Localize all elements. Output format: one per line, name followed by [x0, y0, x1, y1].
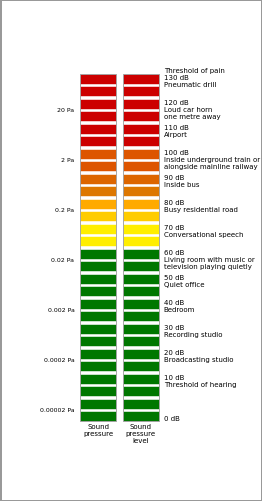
- Bar: [80, 411, 116, 421]
- Text: 80 dB
Busy residential road: 80 dB Busy residential road: [164, 199, 238, 212]
- Bar: [123, 324, 159, 334]
- Bar: [123, 87, 159, 96]
- Bar: [80, 87, 116, 96]
- Bar: [123, 349, 159, 359]
- Text: 0.0002 Pa: 0.0002 Pa: [44, 358, 74, 363]
- Bar: [80, 275, 116, 285]
- Bar: [80, 136, 116, 146]
- Bar: [80, 361, 116, 371]
- Bar: [80, 374, 116, 384]
- Bar: [80, 111, 116, 121]
- Text: 110 dB
Airport: 110 dB Airport: [164, 125, 189, 138]
- Bar: [123, 311, 159, 321]
- Bar: [80, 399, 116, 409]
- Bar: [123, 236, 159, 246]
- Text: 30 dB
Recording studio: 30 dB Recording studio: [164, 324, 222, 337]
- Bar: [123, 100, 159, 110]
- Bar: [123, 386, 159, 396]
- Bar: [80, 349, 116, 359]
- Text: 10 dB
Threshold of hearing: 10 dB Threshold of hearing: [164, 374, 236, 387]
- Bar: [80, 161, 116, 171]
- Text: 70 dB
Conversational speech: 70 dB Conversational speech: [164, 224, 243, 237]
- Text: 0.002 Pa: 0.002 Pa: [47, 308, 74, 313]
- Bar: [80, 75, 116, 85]
- Bar: [80, 336, 116, 346]
- Text: 2 Pa: 2 Pa: [61, 158, 74, 163]
- Bar: [123, 111, 159, 121]
- Bar: [123, 300, 159, 309]
- Bar: [123, 136, 159, 146]
- Bar: [80, 249, 116, 260]
- Bar: [123, 249, 159, 260]
- Text: 20 Pa: 20 Pa: [57, 108, 74, 113]
- Bar: [123, 199, 159, 209]
- Bar: [123, 275, 159, 285]
- Bar: [123, 224, 159, 234]
- Text: 50 dB
Quiet office: 50 dB Quiet office: [164, 275, 204, 288]
- Bar: [80, 286, 116, 296]
- Bar: [123, 374, 159, 384]
- Text: 100 dB
Inside underground train or
alongside mainline railway: 100 dB Inside underground train or along…: [164, 150, 260, 170]
- Bar: [80, 300, 116, 309]
- Text: 0.00002 Pa: 0.00002 Pa: [40, 407, 74, 412]
- Bar: [123, 261, 159, 271]
- Text: 90 dB
Inside bus: 90 dB Inside bus: [164, 174, 199, 187]
- Text: 120 dB
Loud car horn
one metre away: 120 dB Loud car horn one metre away: [164, 100, 220, 120]
- Bar: [80, 199, 116, 209]
- Text: 0.02 Pa: 0.02 Pa: [51, 258, 74, 263]
- Bar: [123, 336, 159, 346]
- Bar: [80, 174, 116, 184]
- Bar: [80, 224, 116, 234]
- Bar: [80, 75, 116, 421]
- Bar: [123, 75, 159, 421]
- Bar: [80, 125, 116, 135]
- Bar: [80, 324, 116, 334]
- Bar: [80, 386, 116, 396]
- Bar: [123, 361, 159, 371]
- Bar: [123, 211, 159, 221]
- Text: Sound
pressure
level: Sound pressure level: [126, 423, 156, 443]
- Text: 130 dB
Pneumatic drill: 130 dB Pneumatic drill: [164, 75, 216, 88]
- Text: Threshold of pain: Threshold of pain: [164, 68, 225, 74]
- Bar: [80, 100, 116, 110]
- Text: Sound
pressure: Sound pressure: [83, 423, 113, 436]
- Bar: [123, 125, 159, 135]
- Bar: [123, 186, 159, 196]
- Text: 0.2 Pa: 0.2 Pa: [55, 208, 74, 213]
- Bar: [123, 174, 159, 184]
- Bar: [123, 161, 159, 171]
- Bar: [123, 399, 159, 409]
- Bar: [80, 211, 116, 221]
- Bar: [123, 286, 159, 296]
- Bar: [80, 236, 116, 246]
- Bar: [80, 186, 116, 196]
- Bar: [80, 150, 116, 160]
- Bar: [123, 75, 159, 85]
- Bar: [80, 311, 116, 321]
- Text: 40 dB
Bedroom: 40 dB Bedroom: [164, 300, 195, 312]
- Text: 60 dB
Living room with music or
television playing quietly: 60 dB Living room with music or televisi…: [164, 249, 254, 270]
- Bar: [80, 261, 116, 271]
- Text: 20 dB
Broadcasting studio: 20 dB Broadcasting studio: [164, 349, 233, 362]
- Bar: [123, 150, 159, 160]
- Text: 0 dB: 0 dB: [164, 415, 179, 421]
- Bar: [123, 411, 159, 421]
